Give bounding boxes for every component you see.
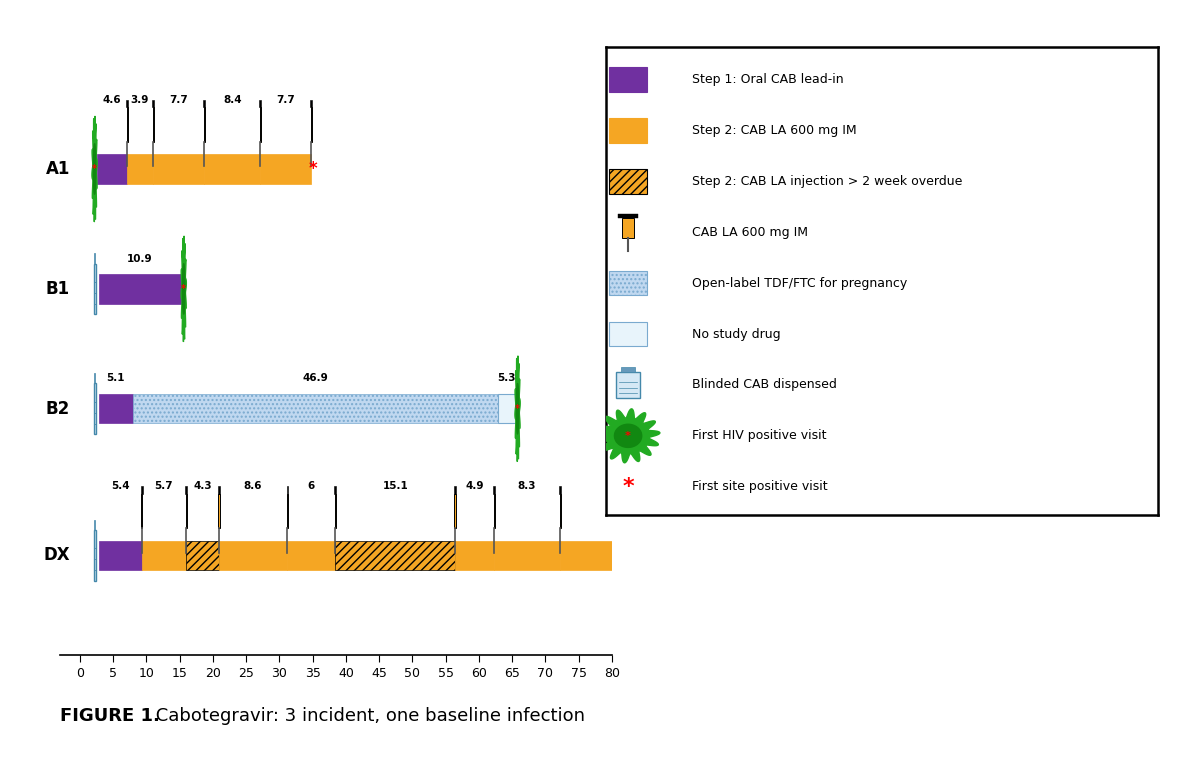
Text: 7.7: 7.7: [277, 95, 295, 105]
Bar: [126, 100, 128, 108]
Bar: [287, 486, 288, 494]
Bar: [133, 394, 498, 424]
Text: *: *: [625, 431, 631, 441]
Text: Blinded CAB dispensed: Blinded CAB dispensed: [691, 378, 836, 392]
Text: 15.1: 15.1: [383, 481, 408, 491]
Text: First site positive visit: First site positive visit: [691, 480, 827, 493]
Bar: [204, 100, 205, 108]
Bar: [335, 541, 455, 570]
Bar: [608, 271, 648, 296]
Bar: [204, 154, 260, 183]
Text: 8.3: 8.3: [517, 481, 536, 491]
Text: A1: A1: [46, 160, 70, 178]
Bar: [622, 367, 635, 372]
Text: Open-label TDF/FTC for pregnancy: Open-label TDF/FTC for pregnancy: [691, 277, 907, 289]
Text: *: *: [515, 404, 520, 413]
Text: *: *: [623, 477, 634, 497]
Bar: [127, 154, 154, 183]
Bar: [218, 541, 288, 570]
Bar: [100, 394, 133, 424]
Text: 5.4: 5.4: [112, 481, 130, 491]
Bar: [560, 541, 688, 570]
Text: FIGURE 1.: FIGURE 1.: [60, 707, 160, 725]
Polygon shape: [614, 424, 642, 448]
Bar: [94, 384, 96, 434]
Text: B1: B1: [46, 280, 70, 298]
Bar: [493, 486, 496, 494]
Bar: [96, 154, 127, 183]
Bar: [608, 119, 648, 143]
Bar: [259, 100, 262, 108]
Bar: [559, 486, 562, 494]
Text: *: *: [92, 164, 97, 174]
Text: Step 2: CAB LA 600 mg IM: Step 2: CAB LA 600 mg IM: [691, 124, 856, 137]
Bar: [100, 541, 142, 570]
Bar: [218, 486, 220, 494]
Bar: [311, 100, 312, 108]
Bar: [154, 154, 204, 183]
Bar: [618, 214, 637, 218]
Bar: [140, 486, 143, 494]
Text: Step 1: Oral CAB lead-in: Step 1: Oral CAB lead-in: [691, 73, 844, 86]
Bar: [455, 541, 494, 570]
Bar: [186, 486, 187, 494]
Bar: [454, 486, 456, 494]
Bar: [335, 486, 336, 494]
Text: 3.9: 3.9: [131, 95, 149, 105]
Polygon shape: [94, 144, 96, 194]
Text: DX: DX: [43, 546, 70, 564]
Text: 5.1: 5.1: [107, 374, 125, 384]
Text: 8.6: 8.6: [244, 481, 262, 491]
Polygon shape: [515, 356, 521, 462]
Bar: [608, 67, 648, 92]
Text: 6: 6: [307, 481, 316, 491]
Polygon shape: [516, 384, 518, 434]
Text: *: *: [181, 284, 186, 294]
Text: Step 2: CAB LA injection > 2 week overdue: Step 2: CAB LA injection > 2 week overdu…: [691, 175, 962, 188]
Text: 7.7: 7.7: [169, 95, 188, 105]
Polygon shape: [92, 116, 97, 222]
Text: Cabotegravir: 3 incident, one baseline infection: Cabotegravir: 3 incident, one baseline i…: [150, 707, 586, 725]
Bar: [288, 541, 335, 570]
Bar: [100, 275, 182, 303]
Polygon shape: [181, 236, 186, 342]
Bar: [608, 169, 648, 193]
Polygon shape: [596, 409, 660, 463]
Text: 46.9: 46.9: [302, 374, 329, 384]
Bar: [186, 541, 218, 570]
Text: B2: B2: [46, 400, 70, 418]
Text: 5.7: 5.7: [155, 481, 173, 491]
Polygon shape: [182, 264, 185, 314]
Bar: [94, 264, 96, 314]
Text: CAB LA 600 mg IM: CAB LA 600 mg IM: [691, 225, 808, 239]
Text: 8.4: 8.4: [223, 95, 241, 105]
Text: 4.9: 4.9: [466, 481, 484, 491]
Bar: [94, 530, 96, 580]
Bar: [152, 100, 154, 108]
Text: 4.3: 4.3: [193, 481, 212, 491]
Bar: [498, 394, 516, 424]
Text: No study drug: No study drug: [691, 328, 780, 341]
Bar: [494, 541, 560, 570]
Text: 4.6: 4.6: [102, 95, 121, 105]
Bar: [608, 322, 648, 346]
Bar: [260, 154, 311, 183]
Bar: [142, 541, 186, 570]
Bar: [622, 218, 634, 239]
Text: 10.9: 10.9: [127, 254, 152, 264]
Text: First HIV positive visit: First HIV positive visit: [691, 429, 826, 442]
Bar: [617, 372, 640, 398]
Text: 5.3: 5.3: [498, 374, 516, 384]
Text: *: *: [308, 160, 317, 178]
